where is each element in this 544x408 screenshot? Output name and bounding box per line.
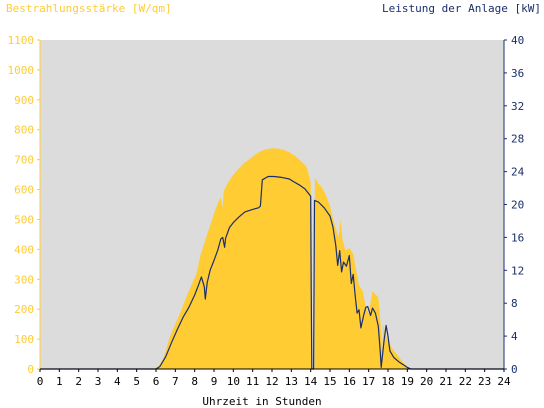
x-tick-label: 0 [37, 375, 44, 388]
x-tick-label: 16 [343, 375, 356, 388]
right-tick-label: 28 [511, 133, 524, 146]
left-tick-label: 800 [14, 124, 34, 137]
x-tick-label: 12 [265, 375, 278, 388]
left-tick-label: 300 [14, 273, 34, 286]
x-tick-label: 1 [56, 375, 63, 388]
x-tick-label: 24 [497, 375, 511, 388]
left-tick-label: 100 [14, 333, 34, 346]
right-tick-label: 20 [511, 199, 524, 212]
axis-layer: 0100200300400500600700800900100011000481… [8, 34, 525, 388]
right-tick-label: 8 [511, 297, 518, 310]
x-tick-label: 22 [459, 375, 472, 388]
right-tick-label: 0 [511, 363, 518, 376]
irradiance-area [40, 148, 504, 369]
x-tick-label: 19 [401, 375, 414, 388]
x-tick-label: 18 [381, 375, 394, 388]
x-tick-label: 11 [246, 375, 259, 388]
right-tick-label: 40 [511, 34, 524, 47]
left-tick-label: 1000 [8, 64, 35, 77]
left-axis-title: Bestrahlungsstärke [W/qm] [6, 2, 172, 15]
left-tick-label: 1100 [8, 34, 35, 47]
right-tick-label: 32 [511, 100, 524, 113]
left-tick-label: 200 [14, 303, 34, 316]
x-tick-label: 5 [133, 375, 140, 388]
right-tick-label: 4 [511, 330, 518, 343]
x-tick-label: 9 [211, 375, 218, 388]
x-tick-label: 4 [114, 375, 121, 388]
right-tick-label: 12 [511, 264, 524, 277]
right-tick-label: 36 [511, 67, 524, 80]
left-tick-label: 700 [14, 154, 34, 167]
x-tick-label: 15 [323, 375, 336, 388]
left-tick-label: 900 [14, 94, 34, 107]
x-tick-label: 13 [285, 375, 298, 388]
x-tick-label: 2 [75, 375, 82, 388]
x-tick-label: 20 [420, 375, 433, 388]
x-tick-label: 7 [172, 375, 179, 388]
left-tick-label: 600 [14, 184, 34, 197]
right-axis-title: Leistung der Anlage [kW] [382, 2, 541, 15]
right-tick-label: 16 [511, 231, 524, 244]
x-tick-label: 14 [304, 375, 318, 388]
left-tick-label: 0 [27, 363, 34, 376]
x-tick-label: 8 [191, 375, 198, 388]
x-tick-label: 23 [478, 375, 491, 388]
x-axis-title: Uhrzeit in Stunden [202, 395, 321, 408]
x-tick-label: 21 [439, 375, 452, 388]
left-tick-label: 400 [14, 243, 34, 256]
x-tick-label: 17 [362, 375, 375, 388]
x-tick-label: 3 [95, 375, 102, 388]
x-tick-label: 10 [227, 375, 240, 388]
x-tick-label: 6 [153, 375, 160, 388]
left-tick-label: 500 [14, 213, 34, 226]
right-tick-label: 24 [511, 166, 525, 179]
